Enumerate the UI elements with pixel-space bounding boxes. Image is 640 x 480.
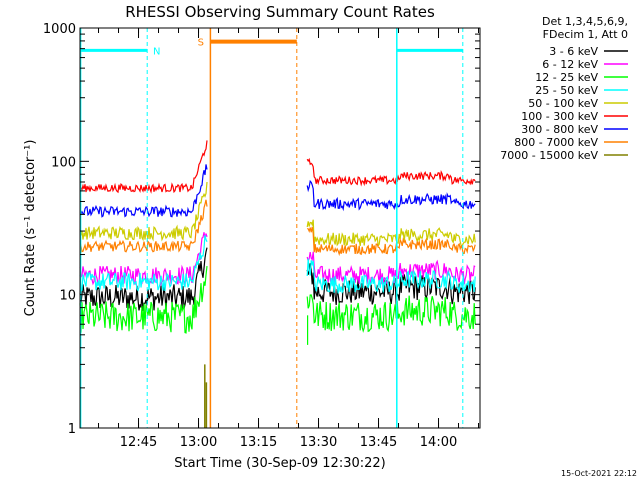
chart-title: RHESSI Observing Summary Count Rates: [125, 3, 435, 21]
series-line-7-after: [306, 179, 476, 212]
axes: 1 10 100 1000 12:45 13:00 13:15 13:30 13:45 14:00: [43, 22, 481, 450]
legend-label-2: 6 - 12 keV: [542, 58, 598, 71]
x-tick-label-2: 13:15: [240, 435, 277, 450]
series-line-5-before: [79, 181, 208, 242]
y-tick-label-2: 100: [51, 155, 76, 170]
legend-label-3: 12 - 25 keV: [535, 71, 598, 84]
legend-label-6: 100 - 300 keV: [521, 110, 598, 123]
legend-label-8: 800 - 7000 keV: [514, 136, 598, 149]
x-tick-label-4: 13:45: [360, 435, 397, 450]
night-flag-label: N: [153, 46, 160, 57]
series-line-4-after: [306, 258, 476, 294]
series-line-6-before: [79, 140, 208, 194]
legend-header-line-1: Det 1,3,4,5,6,9,: [542, 15, 628, 28]
legend-label-1: 3 - 6 keV: [549, 45, 598, 58]
plot-area: NS: [79, 28, 476, 428]
series-line-7-before: [79, 164, 208, 218]
x-tick-label-1: 13:00: [180, 435, 217, 450]
series-line-3-before: [79, 266, 208, 334]
y-tick-label-0: 1: [68, 422, 76, 437]
series-line-5-after: [306, 219, 476, 248]
series-line-8-after: [306, 226, 476, 257]
x-tick-label-3: 13:30: [300, 435, 337, 450]
legend-label-9: 7000 - 15000 keV: [500, 149, 598, 162]
x-axis-label: Start Time (30-Sep-09 12:30:22): [174, 456, 385, 471]
x-tick-label-5: 14:00: [420, 435, 457, 450]
timestamp-stamp: 15-Oct-2021 22:12: [561, 469, 637, 478]
legend-header-line-2: FDecim 1, Att 0: [543, 28, 628, 41]
legend-label-5: 50 - 100 keV: [528, 97, 598, 110]
series-line-8-before: [79, 199, 208, 253]
x-tick-label-0: 12:45: [120, 435, 157, 450]
y-axis-label: Count Rate (s⁻¹ detector⁻¹): [23, 140, 38, 317]
plot-frame: [79, 27, 481, 429]
series-line-1-after: [306, 263, 476, 306]
series-line-6-after: [306, 157, 476, 187]
series-line-3-after: [306, 294, 476, 333]
y-tick-label-3: 1000: [43, 22, 76, 37]
legend-label-7: 300 - 800 keV: [521, 123, 598, 136]
y-tick-label-1: 10: [59, 289, 76, 304]
legend-label-4: 25 - 50 keV: [535, 84, 598, 97]
saa-flag-label: S: [198, 38, 204, 49]
legend: Det 1,3,4,5,6,9, FDecim 1, Att 0 3 - 6 k…: [500, 15, 628, 162]
series-line-4-before: [79, 235, 208, 292]
